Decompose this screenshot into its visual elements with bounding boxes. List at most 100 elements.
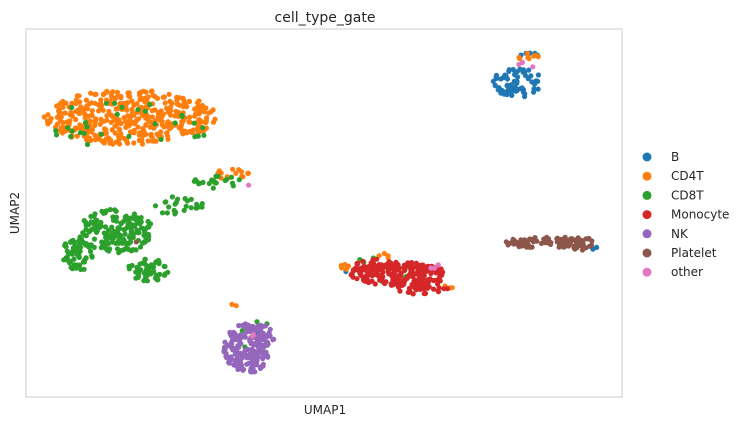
data-point <box>138 89 144 95</box>
data-point <box>106 108 112 114</box>
data-point <box>161 272 168 278</box>
data-point <box>238 332 244 338</box>
data-point <box>198 104 204 110</box>
data-point <box>164 210 170 216</box>
data-point <box>229 335 235 341</box>
data-point <box>89 128 95 134</box>
data-point <box>93 227 99 233</box>
data-point <box>196 98 202 104</box>
data-point <box>144 235 150 241</box>
data-point <box>532 235 538 241</box>
data-point <box>271 336 277 342</box>
legend-marker <box>642 267 652 277</box>
data-point <box>68 109 74 116</box>
data-point <box>92 100 98 106</box>
data-point <box>385 269 391 275</box>
legend-label: Monocyte <box>671 208 729 222</box>
data-point <box>107 140 113 146</box>
data-point <box>148 132 154 138</box>
data-point <box>131 129 137 135</box>
data-point <box>77 130 83 136</box>
data-point <box>129 98 135 104</box>
data-point <box>419 267 425 273</box>
legend-item-monocyte: Monocyte <box>642 208 729 222</box>
data-point <box>366 264 372 270</box>
data-point <box>181 97 187 103</box>
series-other <box>246 59 536 339</box>
data-point <box>167 98 173 104</box>
data-point <box>586 243 593 249</box>
data-point <box>108 119 114 125</box>
data-point <box>147 271 153 277</box>
data-point <box>444 286 450 292</box>
data-point <box>169 194 175 200</box>
data-point <box>65 125 71 131</box>
data-point <box>245 170 251 176</box>
y-axis-label: UMAP2 <box>8 192 22 234</box>
data-point <box>417 279 423 285</box>
data-point <box>98 219 104 226</box>
data-point <box>139 141 146 147</box>
data-point <box>162 263 168 270</box>
data-point <box>99 208 105 214</box>
data-point <box>118 95 124 101</box>
data-point <box>191 178 197 184</box>
data-point <box>76 254 82 260</box>
data-point <box>410 291 416 297</box>
data-point <box>255 354 261 360</box>
data-point <box>183 203 189 209</box>
data-point <box>191 120 197 126</box>
data-point <box>396 278 402 284</box>
data-point <box>89 108 95 114</box>
data-point <box>569 236 575 242</box>
data-point <box>142 98 148 104</box>
data-point <box>58 128 64 134</box>
data-point <box>231 329 237 335</box>
data-point <box>92 120 98 126</box>
data-point <box>260 343 266 349</box>
data-point <box>172 120 178 126</box>
data-point <box>354 276 360 282</box>
data-point <box>126 234 132 240</box>
data-point <box>228 174 235 180</box>
plot-frame <box>25 28 623 398</box>
data-point <box>504 82 510 88</box>
data-point <box>413 260 419 266</box>
data-point <box>218 170 224 176</box>
data-point <box>53 128 59 134</box>
data-point <box>238 360 244 366</box>
data-point <box>222 177 228 184</box>
data-point <box>251 348 257 354</box>
data-point <box>437 278 443 284</box>
data-point <box>431 286 437 292</box>
data-point <box>107 207 113 213</box>
data-point <box>263 334 269 340</box>
data-point <box>239 355 245 361</box>
data-point <box>109 127 115 133</box>
data-point <box>422 290 429 296</box>
data-point <box>104 113 110 119</box>
data-point <box>127 224 133 230</box>
data-point <box>254 362 260 368</box>
data-point <box>158 129 164 135</box>
legend-marker <box>642 248 652 258</box>
data-point <box>84 124 90 130</box>
data-point <box>242 352 248 358</box>
data-point <box>195 127 201 133</box>
data-point <box>228 344 234 350</box>
data-point <box>88 137 94 143</box>
data-point <box>110 239 116 245</box>
data-point <box>188 196 194 202</box>
data-point <box>421 273 427 279</box>
data-point <box>87 248 94 254</box>
data-point <box>396 267 402 273</box>
data-point <box>226 360 232 366</box>
data-point <box>123 124 129 130</box>
data-point <box>395 284 402 290</box>
legend-label: NK <box>671 227 689 241</box>
data-point <box>143 89 149 95</box>
data-point <box>225 354 231 360</box>
data-point <box>162 100 168 106</box>
data-point <box>353 264 359 270</box>
data-point <box>509 92 515 98</box>
